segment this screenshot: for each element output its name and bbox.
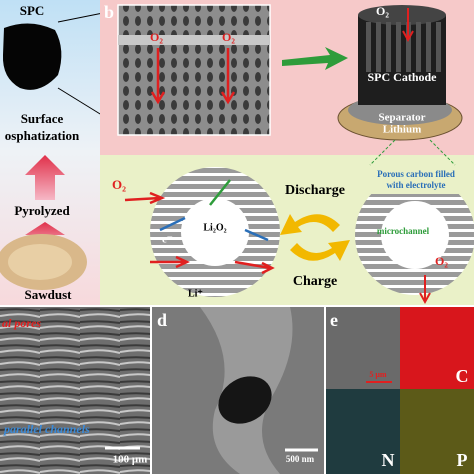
porous-note: Porous carbon filled (377, 169, 455, 179)
panel-label: d (157, 310, 167, 330)
cathode-top (358, 5, 446, 25)
flow-arrow (150, 255, 191, 269)
pore-channel (181, 198, 249, 266)
sem-image (117, 4, 271, 136)
microchannels (366, 22, 441, 72)
flow-arrow (220, 48, 236, 105)
step-1-text: osphatization (5, 128, 80, 143)
discharge-label: Discharge (285, 183, 345, 198)
element-label: P (457, 450, 468, 470)
panel-label: e (330, 310, 338, 330)
sem-image (118, 35, 270, 45)
separator-label: Separator (378, 112, 425, 124)
charge-label: Charge (293, 274, 337, 289)
microchannel-label: microchannel (377, 226, 430, 236)
flow-arrow (402, 8, 414, 43)
step-2-text: Pyrolyzed (14, 203, 70, 218)
sawdust-label: Sawdust (25, 287, 73, 302)
phosphorus-map (400, 389, 474, 474)
o2-label: O₂ (435, 254, 448, 268)
flow-arrow (124, 191, 166, 205)
panel-label: b (104, 2, 114, 22)
zoom-arrow (282, 47, 348, 70)
scale-label: 100 μm (113, 454, 148, 466)
channels-label: parallel channels (3, 422, 90, 436)
note-background (360, 168, 472, 194)
pore-channel (381, 201, 449, 269)
sawdust-image (8, 244, 72, 280)
sem-image (0, 307, 150, 474)
scale-label: 5 μm (369, 370, 387, 379)
o2-label: O₂ (150, 30, 163, 44)
cathode-label: SPC Cathode (367, 70, 437, 84)
scale-label: 500 nm (286, 454, 315, 464)
ion-arrow (209, 179, 231, 206)
o2-label: O₂ (222, 30, 235, 44)
sem-image (326, 307, 400, 389)
flow-arrow (150, 48, 166, 105)
cycle-arrow (290, 240, 350, 261)
ion-label: Li⁺ (188, 288, 203, 299)
electron-arrow (159, 216, 186, 232)
o2-label: O₂ (376, 4, 389, 18)
sem-image (218, 376, 272, 424)
o2-label: O₂ (112, 177, 126, 192)
pores-label: al pores (2, 316, 41, 330)
zoom-line (369, 139, 456, 166)
porous-note: with electrolyte (386, 180, 445, 190)
step-1-text: Surface (21, 111, 64, 126)
spc-label: SPC (20, 3, 45, 18)
electron-label: e⁻ (162, 234, 173, 246)
cathode-block (358, 15, 446, 105)
cycle-arrow (280, 214, 340, 235)
flow-arrow (234, 260, 275, 275)
element-label: C (456, 366, 469, 386)
carbon-map (400, 307, 474, 389)
flow-arrow (419, 275, 431, 305)
electron-arrow (244, 228, 269, 242)
product-label: Li₂O₂ (203, 222, 226, 233)
lithium-label: Lithium (383, 124, 422, 136)
element-label: N (382, 450, 395, 470)
process-arrow (25, 155, 65, 200)
spc-particle (2, 23, 62, 90)
nitrogen-map (326, 389, 400, 474)
